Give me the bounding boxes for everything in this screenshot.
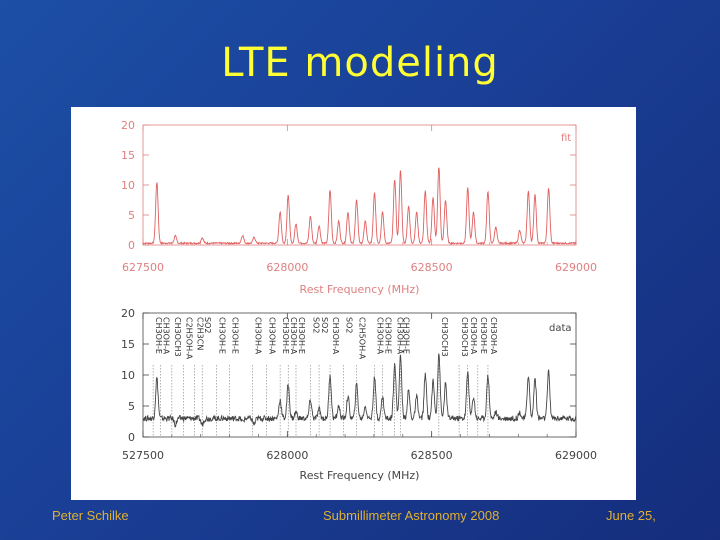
chart-panel-1: 0 5 10 15 20 627500 628000 628500 629000 Rest Fre… (121, 119, 597, 296)
plot-frame (142, 124, 577, 246)
slide-title: LTE modeling (221, 40, 499, 86)
y-tick-label: 15 (121, 338, 135, 351)
line-id-label: SO2 (345, 317, 354, 333)
x-axis-label: Rest Frequency (MHz) (300, 283, 420, 296)
x-tick-label: 629000 (555, 261, 597, 274)
x-tick-label: 527500 (122, 449, 164, 462)
spectrum-figure: 0 5 10 15 20 627500 628000 628500 629000 Rest Fre… (71, 107, 636, 500)
line-id-label: CH3OCH3 (440, 317, 449, 357)
y-tick-label: 20 (121, 119, 135, 132)
line-id-label: CH3OH-A (331, 317, 340, 355)
line-id-label: SO2 (320, 317, 329, 333)
footer-author: Peter Schilke (52, 508, 129, 523)
line-id-label: SO2 (203, 317, 212, 333)
legend-label: fit (561, 133, 571, 144)
footer-date: June 25, (606, 508, 656, 523)
x-tick-label: 629000 (555, 449, 597, 462)
y-tick-label: 5 (128, 209, 135, 222)
x-tick-label: 627500 (122, 261, 164, 274)
spectrum-series (142, 167, 577, 246)
legend-label: data (549, 323, 572, 334)
line-id-label: CH3OH-E (297, 317, 306, 354)
line-id-label: C2H5OH-A (358, 317, 367, 360)
y-tick-label: 5 (128, 400, 135, 413)
line-id-label: CH3OH-E (218, 317, 227, 354)
line-id-label: CH3OH-A (376, 317, 385, 355)
line-id-label: CH3OCH3 (173, 317, 182, 357)
x-tick-label: 628000 (266, 449, 308, 462)
x-tick-label: 628000 (266, 261, 308, 274)
x-tick-label: 628500 (411, 261, 453, 274)
line-id-label: CH3OH-A (268, 317, 277, 355)
line-id-label: SO2 (311, 317, 320, 333)
line-id-label: CH3OH-A (254, 317, 263, 355)
spectra-svg: 0 5 10 15 20 627500 628000 628500 629000 Rest Fre… (121, 119, 597, 482)
line-id-label: CH3OH-A (469, 317, 478, 355)
chart-panel-2: 0 5 10 15 20 527500 628000 628500 629000 Rest Fre… (121, 307, 597, 482)
line-id-label: CH3OH-A (396, 317, 405, 355)
line-id-label: CH3OH-E (154, 317, 163, 354)
footer-event: Submillimeter Astronomy 2008 (323, 508, 500, 523)
line-id-label: C2H5OH-A (184, 317, 193, 360)
line-id-label: CH3OH-E (231, 317, 240, 354)
line-id-label: CH3OH-E (281, 317, 290, 354)
line-id-label: CH3OH-E (384, 317, 393, 354)
y-tick-label: 0 (128, 239, 135, 252)
y-tick-label: 15 (121, 149, 135, 162)
line-id-label: C2H3CN (195, 317, 204, 350)
x-axis-label: Rest Frequency (MHz) (300, 469, 420, 482)
line-id-label: CH3OH-A (289, 317, 298, 355)
line-id-label: CH3OH-A (161, 317, 170, 355)
line-id-label: CH3OH-E (401, 317, 410, 354)
line-id-label: CH3OH-E (479, 317, 488, 354)
y-tick-label: 10 (121, 179, 135, 192)
line-id-label: CH3OH-A (489, 317, 498, 355)
y-tick-label: 0 (128, 431, 135, 444)
y-tick-label: 10 (121, 369, 135, 382)
spectrum-series (142, 353, 577, 428)
x-tick-label: 628500 (411, 449, 453, 462)
line-id-label: CH3OCH3 (460, 317, 469, 357)
y-tick-label: 20 (121, 307, 135, 320)
